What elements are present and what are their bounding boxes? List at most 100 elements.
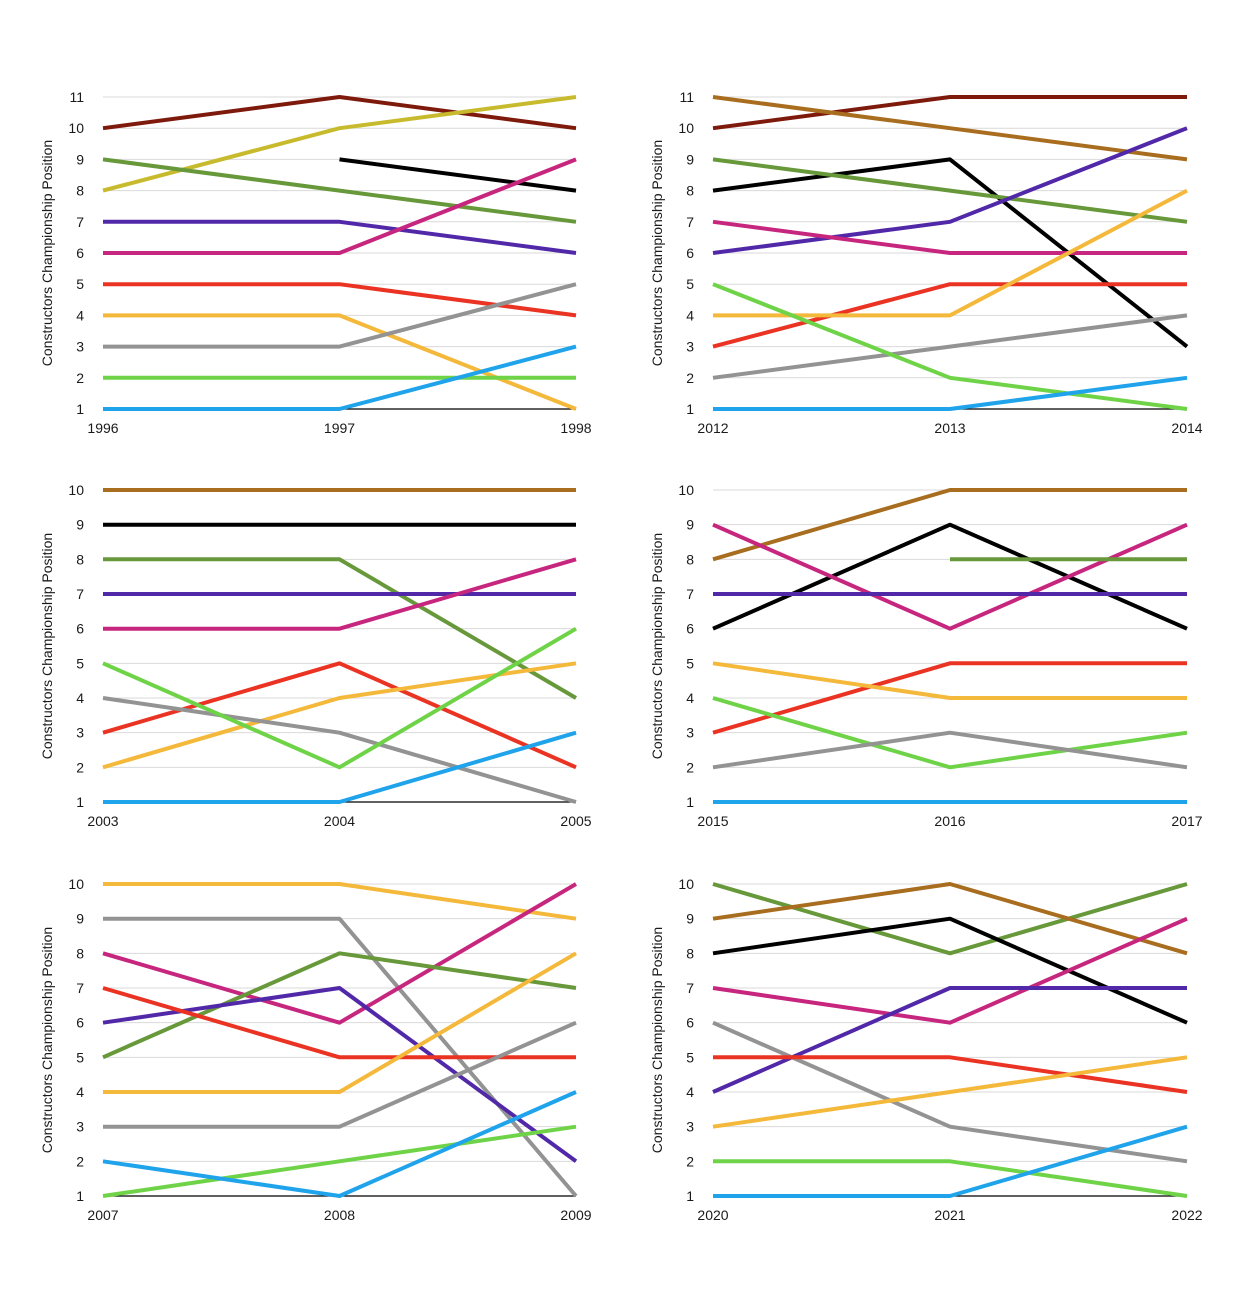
x-tick-label: 2014 <box>1171 420 1202 436</box>
series-line-blue <box>713 375 1188 411</box>
y-tick-label: 7 <box>76 980 84 996</box>
series-line-gray <box>103 1020 577 1129</box>
y-tick-label: 2 <box>686 1153 694 1169</box>
y-tick-label: 11 <box>679 89 694 105</box>
series-line-orange <box>103 882 577 921</box>
y-tick-label: 10 <box>678 120 694 136</box>
y-tick-label: 7 <box>76 214 84 230</box>
x-tick-label: 2015 <box>697 813 728 829</box>
y-tick-label: 10 <box>68 120 84 136</box>
y-tick-label: 8 <box>686 183 694 199</box>
y-tick-label: 10 <box>68 876 84 892</box>
series-line-magenta <box>712 916 1188 1025</box>
series-line-purple <box>712 986 1187 1094</box>
x-tick-label: 2009 <box>560 1207 591 1223</box>
y-tick-label: 1 <box>686 794 694 810</box>
y-tick-label: 9 <box>76 911 84 927</box>
series-line-magenta <box>712 219 1187 255</box>
series-line-red <box>713 1055 1188 1094</box>
series-line-blue <box>713 1124 1188 1198</box>
y-axis-label: Constructors Championship Position <box>649 140 665 366</box>
y-tick-label: 4 <box>686 1084 694 1100</box>
y-tick-label: 5 <box>76 655 84 671</box>
series-line-red <box>712 661 1187 735</box>
series-line-olive <box>102 95 577 193</box>
x-tick-label: 2016 <box>934 813 965 829</box>
x-tick-label: 2007 <box>87 1207 118 1223</box>
y-tick-label: 9 <box>686 151 694 167</box>
x-tick-label: 2005 <box>560 813 591 829</box>
y-tick-label: 3 <box>76 725 84 741</box>
series-line-lime <box>102 626 578 770</box>
series-line-gray <box>103 282 577 349</box>
x-tick-label: 2008 <box>324 1207 355 1223</box>
y-axis-label: Constructors Championship Position <box>39 533 55 759</box>
y-axis-label: Constructors Championship Position <box>649 533 665 759</box>
y-tick-label: 6 <box>686 245 694 261</box>
y-tick-label: 6 <box>76 621 84 637</box>
y-tick-label: 6 <box>76 1015 84 1031</box>
chart-panel-1: 1 2 3 4 5 6 7 8 9 10 11 1996 1997 1998 Constructors Ch… <box>39 89 592 436</box>
y-tick-label: 2 <box>686 759 694 775</box>
x-tick-label: 2021 <box>934 1207 965 1223</box>
y-tick-label: 3 <box>76 339 84 355</box>
series-line-orange <box>103 951 578 1094</box>
y-tick-label: 5 <box>76 276 84 292</box>
y-tick-label: 8 <box>76 183 84 199</box>
series-line-purple <box>103 219 577 255</box>
x-tick-label: 2017 <box>1171 813 1202 829</box>
y-tick-label: 5 <box>686 1049 694 1065</box>
y-tick-label: 2 <box>76 370 84 386</box>
series-line-gray <box>712 730 1188 770</box>
y-tick-label: 8 <box>686 551 694 567</box>
x-tick-label: 2004 <box>324 813 355 829</box>
y-tick-label: 4 <box>76 690 84 706</box>
x-tick-label: 2013 <box>934 420 965 436</box>
y-tick-label: 2 <box>76 759 84 775</box>
y-tick-label: 8 <box>686 945 694 961</box>
x-tick-label: 1998 <box>560 420 591 436</box>
series-line-red <box>103 282 577 318</box>
y-tick-label: 3 <box>686 725 694 741</box>
y-tick-label: 2 <box>686 370 694 386</box>
y-tick-label: 6 <box>686 1015 694 1031</box>
y-tick-label: 9 <box>76 517 84 533</box>
y-tick-label: 2 <box>76 1153 84 1169</box>
y-tick-label: 1 <box>76 794 84 810</box>
y-tick-label: 7 <box>686 214 694 230</box>
series-line-blue <box>103 344 577 411</box>
series-line-brown <box>712 488 1187 562</box>
series-line-gray <box>102 696 577 804</box>
y-tick-label: 3 <box>686 339 694 355</box>
y-tick-label: 7 <box>686 980 694 996</box>
y-tick-label: 1 <box>76 1188 84 1204</box>
y-tick-label: 4 <box>686 307 694 323</box>
y-tick-label: 5 <box>76 1049 84 1065</box>
y-tick-label: 9 <box>76 151 84 167</box>
y-tick-label: 1 <box>686 401 694 417</box>
chart-panel-5: 1 2 3 4 5 6 7 8 9 10 2007 2008 2009 Constructors Cham… <box>39 876 592 1223</box>
y-tick-label: 6 <box>686 621 694 637</box>
y-tick-label: 3 <box>686 1119 694 1135</box>
series-line-lime <box>712 696 1188 770</box>
x-tick-label: 2020 <box>697 1207 728 1223</box>
x-tick-label: 2012 <box>697 420 728 436</box>
series-line-brown <box>712 95 1188 162</box>
series-line-black <box>339 157 577 193</box>
y-tick-label: 10 <box>68 482 84 498</box>
y-tick-label: 10 <box>678 876 694 892</box>
x-tick-label: 1996 <box>87 420 118 436</box>
series-line-maroon <box>712 95 1187 131</box>
y-tick-label: 1 <box>686 1188 694 1204</box>
series-line-lime <box>102 1124 577 1198</box>
series-line-orange <box>712 1055 1188 1129</box>
series-line-orange <box>103 313 577 411</box>
series-line-green <box>712 157 1188 224</box>
y-tick-label: 4 <box>686 690 694 706</box>
series-line-green <box>103 557 578 700</box>
y-axis-label: Constructors Championship Position <box>39 927 55 1153</box>
series-line-green <box>102 157 577 224</box>
y-tick-label: 9 <box>686 517 694 533</box>
